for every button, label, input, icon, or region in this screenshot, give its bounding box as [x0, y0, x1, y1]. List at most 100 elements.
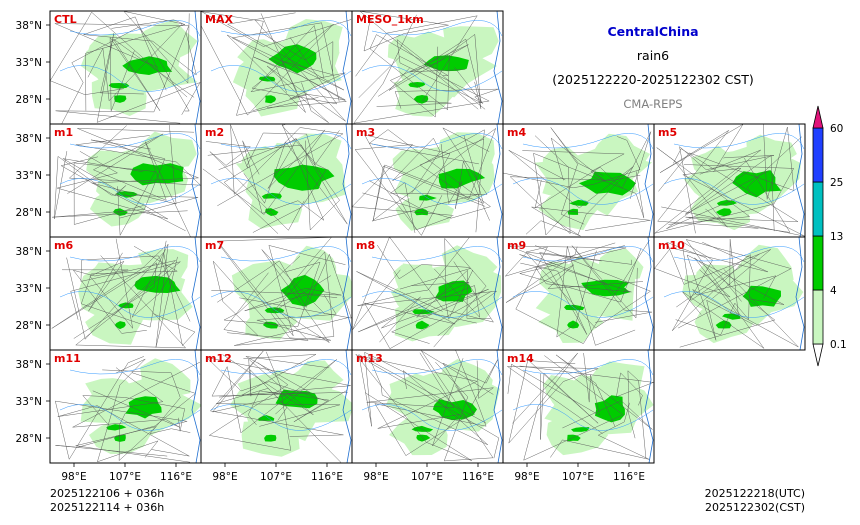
panel-label: MAX: [205, 13, 233, 26]
panel-m5: m5: [653, 123, 806, 238]
province-boundaries: [355, 350, 500, 462]
rivers: [361, 133, 503, 205]
panel-label: m11: [54, 352, 81, 365]
rivers: [210, 20, 352, 92]
rivers: [361, 246, 503, 318]
colorbar-over-triangle: [812, 105, 824, 129]
lon-tick-label: 98°E: [212, 471, 237, 483]
panel-max: MAX: [200, 10, 353, 125]
panel-label: m6: [54, 239, 73, 252]
panel-frame: [502, 349, 655, 464]
rivers: [210, 359, 352, 431]
chart-title: CentralChina: [607, 24, 698, 39]
colorbar-level-label: 4: [830, 285, 837, 297]
init-time-cst: 2025122114 + 036h: [50, 501, 164, 514]
rivers: [59, 246, 201, 318]
lon-tick-label: 107°E: [260, 471, 292, 483]
rivers: [361, 20, 503, 92]
init-time-utc: 2025122106 + 036h: [50, 487, 164, 500]
lon-tick-label: 98°E: [61, 471, 86, 483]
panel-meso_1km: MESO_1km: [351, 10, 504, 125]
coastline: [493, 124, 503, 237]
province-boundaries: [55, 356, 201, 463]
province-boundaries: [52, 125, 201, 237]
colorbar-segment: [812, 127, 824, 183]
panel-m1: m1: [49, 123, 202, 238]
colorbar-level-label: 60: [830, 123, 843, 135]
lat-tick-label: 38°N: [16, 246, 42, 258]
panel-label: m10: [658, 239, 685, 252]
colorbar-segment: [812, 235, 824, 291]
rivers: [512, 246, 654, 318]
lat-tick-label: 38°N: [16, 359, 42, 371]
coastline: [191, 124, 201, 237]
panel-m2: m2: [200, 123, 353, 238]
rivers: [59, 359, 201, 431]
panel-m3: m3: [351, 123, 504, 238]
panel-label: CTL: [54, 13, 77, 26]
coastline: [644, 350, 654, 463]
panel-m9: m9: [502, 236, 655, 351]
panel-frame: [653, 236, 806, 351]
panel-m10: m10: [653, 236, 806, 351]
lon-tick-label: 107°E: [411, 471, 443, 483]
longitude-labels: 98°E 107°E 116°E 98°E 107°E 116°E 98°E 107°E 116…: [61, 463, 645, 483]
lon-tick-label: 116°E: [311, 471, 343, 483]
lat-tick-label: 28°N: [16, 320, 42, 332]
panel-label: m1: [54, 126, 73, 139]
rivers: [59, 133, 201, 205]
lat-tick-label: 38°N: [16, 20, 42, 32]
rivers: [361, 359, 503, 431]
coastline: [795, 124, 805, 237]
panel-m13: m13: [351, 349, 504, 464]
latitude-labels: 38°N 33°N 28°N 38°N 33°N 28°N 38°N 33°N 28°N 38°N…: [16, 20, 50, 445]
coastline: [342, 350, 352, 463]
panel-label: m9: [507, 239, 526, 252]
province-boundaries: [50, 11, 201, 124]
panel-m11: m11: [49, 349, 202, 464]
time-period: (2025122220-2025122302 CST): [552, 72, 754, 87]
rivers: [663, 133, 805, 205]
lat-tick-label: 28°N: [16, 207, 42, 219]
panel-ctl: CTL: [49, 10, 202, 125]
province-boundaries: [654, 239, 799, 349]
panel-label: MESO_1km: [356, 13, 424, 26]
lon-tick-label: 116°E: [613, 471, 645, 483]
rivers: [210, 246, 352, 318]
panel-label: m5: [658, 126, 677, 139]
coastline: [493, 237, 503, 350]
coastline: [342, 11, 352, 124]
rivers: [210, 133, 352, 205]
coastline: [191, 11, 201, 124]
colorbar-under-triangle: [812, 343, 824, 367]
lat-tick-label: 33°N: [16, 57, 42, 69]
lon-tick-label: 107°E: [562, 471, 594, 483]
panel-m7: m7: [200, 236, 353, 351]
province-boundaries: [353, 11, 499, 124]
panel-label: m7: [205, 239, 224, 252]
colorbar-level-label: 25: [830, 177, 843, 189]
lon-tick-label: 98°E: [363, 471, 388, 483]
rain-moderate-area: [715, 285, 781, 329]
colorbar-segment: [812, 289, 824, 345]
valid-time-cst: 2025122302(CST): [705, 501, 805, 514]
lat-tick-label: 33°N: [16, 170, 42, 182]
lon-tick-label: 116°E: [462, 471, 494, 483]
variable-name: rain6: [637, 48, 669, 63]
province-boundaries: [352, 237, 498, 350]
rivers: [512, 133, 654, 205]
panel-label: m2: [205, 126, 224, 139]
rivers: [512, 359, 654, 431]
panel-label: m4: [507, 126, 526, 139]
lon-tick-label: 116°E: [160, 471, 192, 483]
panel-m12: m12: [200, 349, 353, 464]
source-label: CMA-REPS: [623, 97, 682, 111]
province-boundaries: [205, 350, 351, 463]
panel-label: m12: [205, 352, 232, 365]
province-boundaries: [506, 352, 654, 461]
rivers: [59, 20, 201, 92]
coastline: [795, 237, 805, 350]
province-boundaries: [504, 240, 652, 346]
panel-label: m8: [356, 239, 375, 252]
